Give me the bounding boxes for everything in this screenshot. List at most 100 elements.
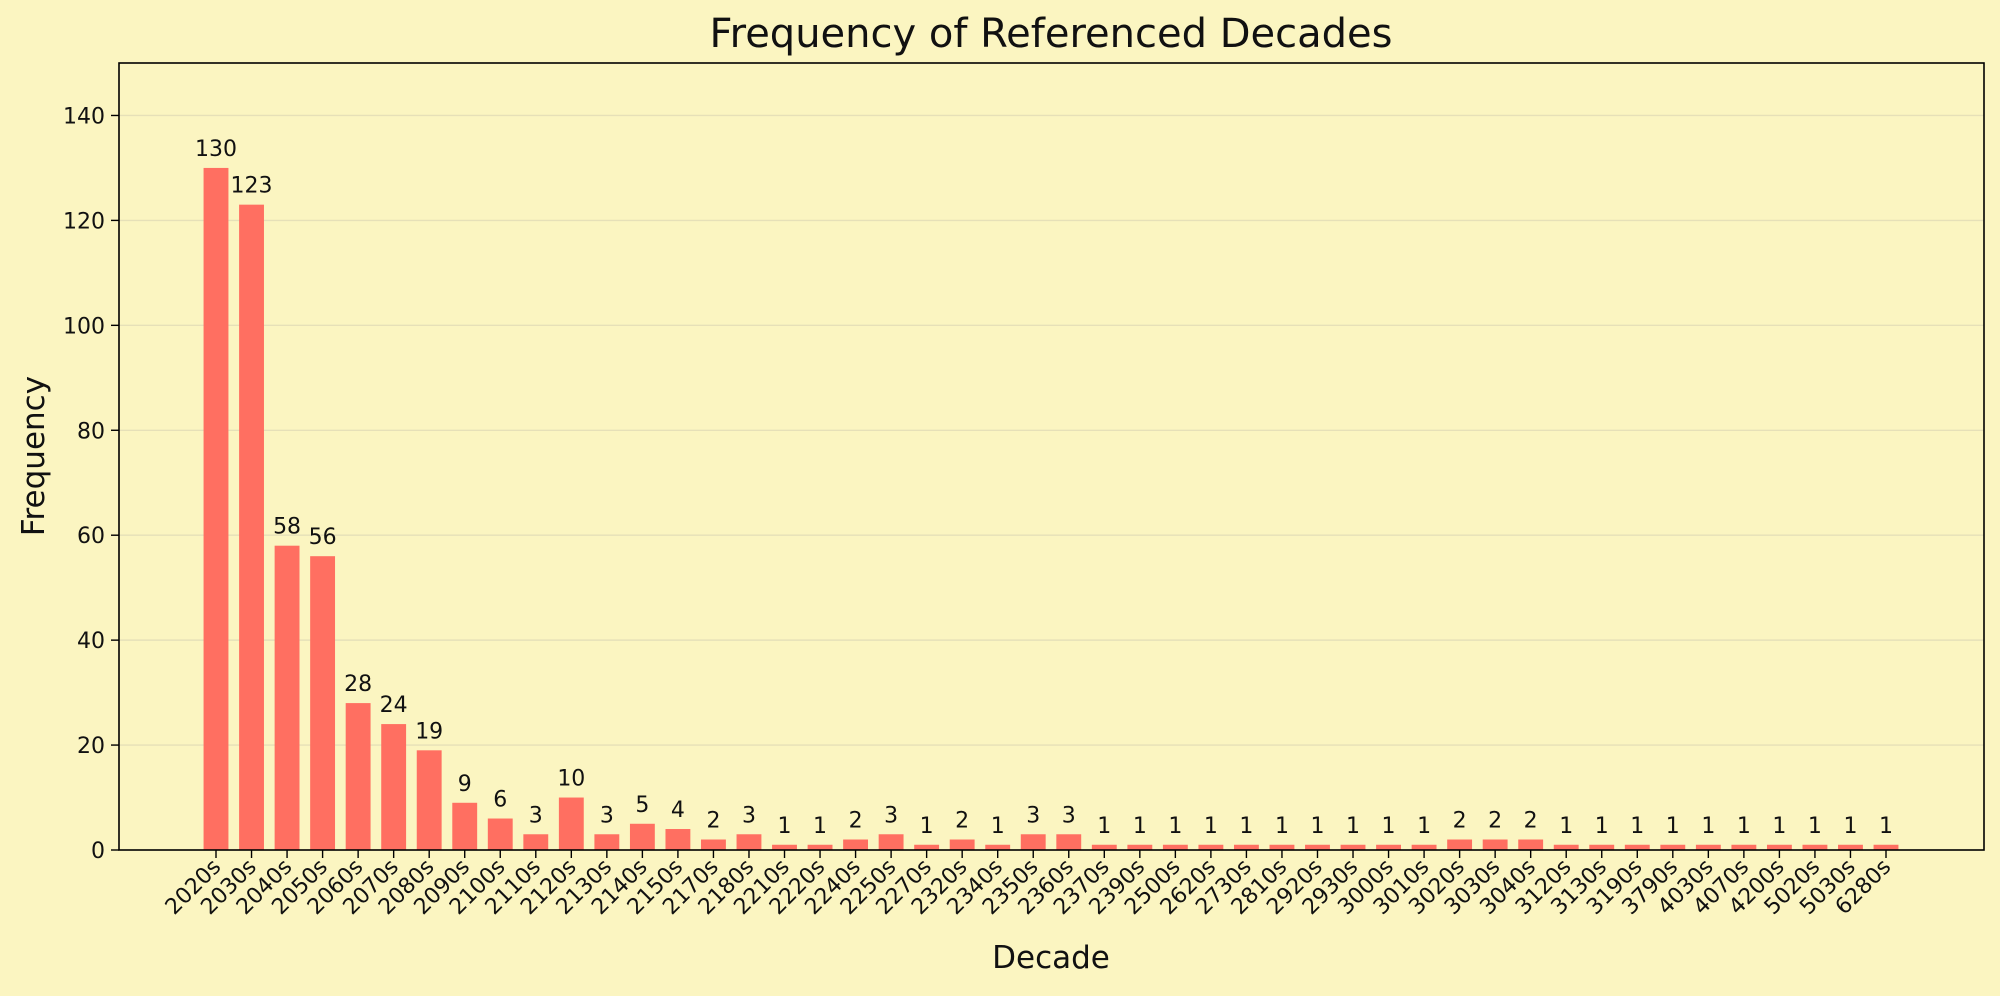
bar xyxy=(203,167,229,850)
bar xyxy=(1731,844,1757,850)
bar xyxy=(1838,844,1863,850)
bar xyxy=(807,844,833,850)
bar xyxy=(1589,844,1615,850)
bar-value-label: 3 xyxy=(1062,803,1076,828)
bar xyxy=(310,556,336,850)
bar xyxy=(381,724,407,850)
bar xyxy=(1198,844,1224,850)
y-tick-label: 140 xyxy=(63,104,105,129)
bar-value-label: 123 xyxy=(231,174,273,199)
bar xyxy=(558,797,584,850)
bar-value-label: 3 xyxy=(1026,803,1040,828)
bar xyxy=(416,750,442,850)
bar-value-label: 1 xyxy=(1559,814,1573,839)
bar-value-label: 1 xyxy=(1701,814,1715,839)
bar-value-label: 1 xyxy=(1879,814,1893,839)
bar xyxy=(1447,839,1473,850)
bar-value-label: 1 xyxy=(778,814,792,839)
bar-value-label: 1 xyxy=(1097,814,1111,839)
bar-value-label: 24 xyxy=(380,693,408,718)
bar-value-label: 6 xyxy=(493,788,507,813)
bar-value-label: 1 xyxy=(1737,814,1751,839)
bar-value-label: 1 xyxy=(1808,814,1822,839)
bar xyxy=(629,823,655,850)
bar xyxy=(914,844,940,850)
bar xyxy=(1624,844,1650,850)
bar xyxy=(1340,844,1366,850)
bar xyxy=(736,834,762,850)
bars xyxy=(203,167,1899,850)
bar xyxy=(1056,834,1082,850)
bar xyxy=(345,703,371,850)
bar xyxy=(1553,844,1579,850)
bar xyxy=(985,844,1011,850)
bar xyxy=(1305,844,1330,850)
y-axis-ticks: 0 20 40 60 80 100 120 140 xyxy=(63,104,119,864)
bar xyxy=(1127,844,1153,850)
y-tick-label: 60 xyxy=(77,524,105,549)
bar xyxy=(1518,839,1544,850)
y-tick-label: 0 xyxy=(91,839,105,864)
bar xyxy=(523,834,549,850)
bar xyxy=(1162,844,1188,850)
bar-value-label: 1 xyxy=(1666,814,1680,839)
bar-value-label: 3 xyxy=(529,803,543,828)
bar-value-label: 130 xyxy=(195,137,237,162)
y-tick-label: 80 xyxy=(77,419,105,444)
y-tick-label: 100 xyxy=(63,314,105,339)
bar-value-label: 1 xyxy=(1843,814,1857,839)
bar xyxy=(1802,844,1828,850)
bar-value-label: 9 xyxy=(458,772,472,797)
bar xyxy=(1091,844,1117,850)
chart-title: Frequency of Referenced Decades xyxy=(710,11,1393,57)
bar xyxy=(1873,844,1899,850)
bar-value-label: 2 xyxy=(955,809,969,834)
bar xyxy=(1020,834,1046,850)
bar xyxy=(701,839,726,850)
bar xyxy=(665,829,691,850)
plot-frame xyxy=(118,62,1985,851)
bar xyxy=(1660,844,1686,850)
y-axis-label: Frequency xyxy=(16,376,52,536)
bar xyxy=(487,818,513,850)
bar-value-label: 1 xyxy=(991,814,1005,839)
bar-value-label: 1 xyxy=(1204,814,1218,839)
bar xyxy=(1695,844,1721,850)
bar-value-label: 2 xyxy=(1488,809,1502,834)
bar-value-label: 1 xyxy=(1168,814,1182,839)
bar-value-label: 1 xyxy=(1346,814,1360,839)
bar-value-label: 1 xyxy=(1630,814,1644,839)
bar-value-label: 5 xyxy=(635,793,649,818)
bar xyxy=(772,844,797,850)
bar xyxy=(1411,844,1437,850)
bar-value-label: 58 xyxy=(273,515,301,540)
bar xyxy=(949,839,975,850)
bar-value-label: 4 xyxy=(671,798,685,823)
bar-value-label: 56 xyxy=(309,525,337,550)
bar xyxy=(1482,839,1508,850)
bar-value-label: 3 xyxy=(884,803,898,828)
bar-value-label: 1 xyxy=(1417,814,1431,839)
bar-value-label: 1 xyxy=(813,814,827,839)
bar-value-label: 2 xyxy=(706,809,720,834)
bar-value-label: 28 xyxy=(344,672,372,697)
y-tick-label: 20 xyxy=(77,734,105,759)
bar xyxy=(274,545,300,850)
x-axis-ticks: 2020s2030s2040s2050s2060s2070s2080s2090s… xyxy=(161,850,1896,920)
bar xyxy=(878,834,904,850)
bar-value-label: 1 xyxy=(920,814,934,839)
bar-value-label: 1 xyxy=(1310,814,1324,839)
bar-value-label: 1 xyxy=(1772,814,1786,839)
bar xyxy=(1233,844,1259,850)
x-axis-label: Decade xyxy=(992,940,1110,976)
bar-value-label: 3 xyxy=(742,803,756,828)
bar-value-label: 1 xyxy=(1275,814,1289,839)
bar xyxy=(1376,844,1401,850)
bar-value-label: 1 xyxy=(1382,814,1396,839)
grid-lines xyxy=(119,114,1984,746)
bar xyxy=(1269,844,1295,850)
bar-value-label: 2 xyxy=(1524,809,1538,834)
bar xyxy=(239,204,264,850)
